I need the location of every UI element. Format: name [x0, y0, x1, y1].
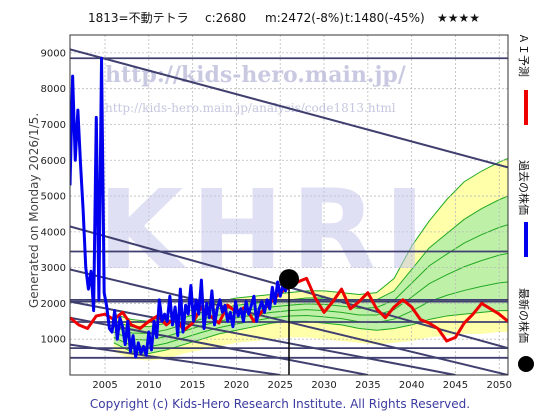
target-price: t:1480(-45%) — [345, 11, 425, 25]
plot-area: http://kids-hero.main.jp/ http://kids-he… — [70, 35, 508, 375]
legend-latest-swatch — [518, 356, 534, 372]
generated-date-label: Generated on Monday 2026/1/5. — [27, 113, 41, 308]
x-tick-label: 2025 — [268, 380, 293, 391]
x-tick-label: 2020 — [224, 380, 249, 391]
current-price: c:2680 — [205, 11, 246, 25]
current-marker-layer — [279, 269, 299, 375]
x-tick-label: 2035 — [355, 380, 380, 391]
x-tick-label: 2040 — [399, 380, 424, 391]
legend-ai-label: ＡＩ予測 — [517, 33, 531, 77]
y-axis-ticks: 1000 2000 3000 4000 5000 6000 7000 8000 9000 — [41, 48, 66, 345]
x-axis-ticks: 2005 2010 2015 2020 2025 2030 2035 2040 2045 2050 — [92, 380, 512, 391]
legend: ＡＩ予測 過去の株価 最新の株価 — [517, 33, 534, 372]
y-tick-label: 4000 — [41, 227, 66, 238]
y-tick-label: 1000 — [41, 335, 66, 346]
watermark-url: http://kids-hero.main.jp/ — [105, 62, 407, 88]
medium-price: m:2472(-8%) — [265, 11, 344, 25]
watermark-path: http://kids-hero.main.jp/analysis/code18… — [105, 101, 396, 115]
trend-line-3 — [70, 300, 456, 375]
band-guide-line-1 — [113, 252, 508, 341]
y-tick-label: 5000 — [41, 192, 66, 203]
y-tick-label: 8000 — [41, 84, 66, 95]
legend-latest-label: 最新の株価 — [517, 288, 531, 343]
x-tick-label: 2005 — [92, 380, 117, 391]
copyright-notice: Copyright (c) Kids-Hero Research Institu… — [90, 397, 470, 411]
watermark: http://kids-hero.main.jp/ http://kids-he… — [98, 62, 433, 294]
x-tick-label: 2045 — [443, 380, 468, 391]
past-price-line — [70, 56, 290, 359]
y-tick-label: 7000 — [41, 120, 66, 131]
rating-stars: ★★★★ — [437, 11, 480, 25]
trend-line-5 — [70, 343, 281, 375]
x-tick-label: 2050 — [487, 380, 512, 391]
trend-line-0 — [70, 48, 508, 169]
plot-frame — [69, 34, 509, 376]
y-tick-label: 2000 — [41, 299, 66, 310]
y-tick-label: 6000 — [41, 156, 66, 167]
legend-past-label: 過去の株価 — [517, 160, 531, 215]
x-tick-label: 2030 — [311, 380, 336, 391]
x-tick-label: 2010 — [136, 380, 161, 391]
grid-lines — [70, 35, 508, 375]
watermark-logo: KHRI — [98, 166, 433, 294]
y-tick-label: 9000 — [41, 48, 66, 59]
chart-header: 1813=不動テトラ c:2680 m:2472(-8%) t:1480(-45… — [88, 11, 480, 25]
stock-title: 1813=不動テトラ — [88, 11, 189, 25]
current-price-marker — [279, 269, 299, 290]
x-tick-label: 2015 — [180, 380, 205, 391]
y-tick-label: 3000 — [41, 263, 66, 274]
